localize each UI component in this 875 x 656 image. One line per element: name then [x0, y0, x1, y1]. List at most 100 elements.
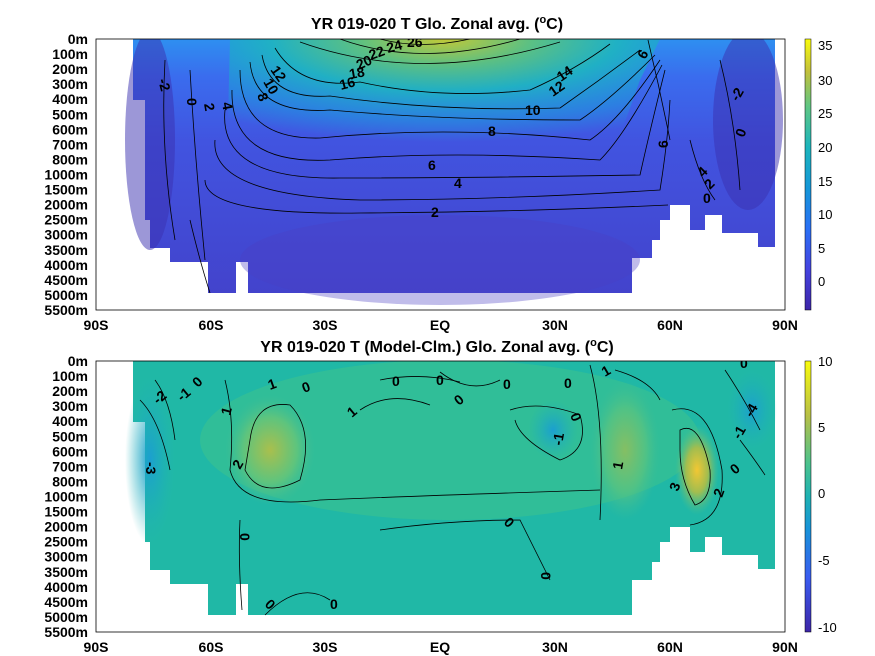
y-tick-label: 600m	[52, 443, 88, 459]
contour-label: 18	[348, 63, 366, 81]
panel-1: YR 019-020 T Glo. Zonal avg. (oC)	[44, 14, 832, 333]
contour-label: 0	[740, 355, 748, 371]
x-tick-label: EQ	[430, 639, 450, 655]
panel-2-cold-mid	[528, 400, 578, 460]
x-tick-label: 60S	[199, 639, 224, 655]
y-tick-label: 2500m	[44, 212, 88, 228]
contour-label: 0	[564, 375, 572, 391]
panel-2-warm-band	[200, 361, 700, 520]
contour-label: 20	[354, 52, 375, 73]
panel-1-arctic-cold	[713, 39, 783, 210]
contour-label: 0	[237, 533, 253, 541]
colorbar-tick: 30	[818, 73, 832, 88]
y-tick-label: 200m	[52, 61, 88, 77]
y-tick-label: 1000m	[44, 489, 88, 505]
contour-label: 26	[407, 34, 423, 50]
y-tick-label: 3000m	[44, 227, 88, 243]
panel-2-y-ticks: 0m100m200m300m400m500m600m700m800m1000m1…	[44, 353, 88, 640]
contour-label: -1	[549, 431, 567, 446]
colorbar-tick: 20	[818, 140, 832, 155]
contour-label: 0	[503, 376, 511, 392]
y-tick-label: 1500m	[44, 182, 88, 198]
y-tick-label: 4500m	[44, 594, 88, 610]
y-tick-label: 5500m	[44, 302, 88, 318]
colorbar-tick: 5	[818, 420, 825, 435]
panel-1-y-ticks: 0m100m200m300m400m500m600m700m800m1000m1…	[44, 31, 88, 318]
y-tick-label: 200m	[52, 383, 88, 399]
panel-1-antarctic-cold	[125, 39, 175, 250]
colorbar-tick: -5	[818, 553, 830, 568]
y-tick-label: 100m	[52, 368, 88, 384]
y-tick-label: 800m	[52, 151, 88, 167]
contour-label: 2	[431, 204, 439, 220]
contour-label: 8	[488, 123, 496, 139]
y-tick-label: 2000m	[44, 197, 88, 213]
contour-label: 10	[525, 102, 541, 118]
x-tick-label: 90S	[84, 639, 109, 655]
panel-1-field: -2 0 2 4 12 10 8 16 18 20 22 24 26 14 12…	[125, 34, 783, 305]
panel-2-contours	[139, 364, 766, 616]
colorbar-tick: 10	[818, 207, 832, 222]
x-tick-label: 30N	[542, 639, 568, 655]
x-tick-label: 30N	[542, 317, 568, 333]
contour-label: 10	[260, 76, 282, 98]
colorbar-tick: 5	[818, 241, 825, 256]
y-tick-label: 5000m	[44, 609, 88, 625]
colorbar-tick: 10	[818, 354, 832, 369]
contour-label: 0	[538, 572, 554, 580]
colorbar-tick: 0	[818, 274, 825, 289]
panel-2-title: YR 019-020 T (Model-Clm.) Glo. Zonal avg…	[260, 337, 613, 356]
y-tick-label: 4000m	[44, 257, 88, 273]
x-tick-label: 30S	[313, 639, 338, 655]
y-tick-label: 1000m	[44, 167, 88, 183]
contour-label: 16	[338, 73, 357, 93]
y-tick-label: 600m	[52, 121, 88, 137]
x-tick-label: EQ	[430, 317, 450, 333]
y-tick-label: 500m	[52, 428, 88, 444]
contour-label: 2	[201, 102, 218, 113]
contour-label: 4	[219, 101, 236, 112]
contour-label: 4	[454, 175, 462, 191]
x-tick-label: 90S	[84, 317, 109, 333]
x-tick-label: 90N	[772, 639, 798, 655]
contour-label: 0	[436, 372, 444, 388]
y-tick-label: 400m	[52, 91, 88, 107]
y-tick-label: 700m	[52, 136, 88, 152]
contour-label: 6	[655, 140, 671, 148]
y-tick-label: 3500m	[44, 564, 88, 580]
panel-1-warm-region	[228, 39, 660, 168]
contour-label: 0	[184, 98, 200, 106]
y-tick-label: 400m	[52, 413, 88, 429]
contour-label: 0	[330, 596, 338, 612]
y-tick-label: 5500m	[44, 624, 88, 640]
y-tick-label: 4000m	[44, 579, 88, 595]
colorbar-tick: 35	[818, 38, 832, 53]
x-tick-label: 60N	[657, 639, 683, 655]
colorbar-tick: 0	[818, 486, 825, 501]
panel-2-cold-south	[125, 375, 175, 545]
contour-label: 1	[217, 405, 235, 417]
panel-2-field: 0 -2 -1 -3 1 0 1 2 0 0 0 0 1 0 0 0 1 0 -…	[125, 355, 777, 616]
y-tick-label: 500m	[52, 106, 88, 122]
contour-label: 24	[385, 36, 404, 56]
y-tick-label: 300m	[52, 76, 88, 92]
panel-2-warm-south	[225, 395, 315, 505]
panel-1-title: YR 019-020 T Glo. Zonal avg. (oC)	[311, 14, 563, 33]
y-tick-label: 700m	[52, 458, 88, 474]
y-tick-label: 2000m	[44, 519, 88, 535]
x-tick-label: 60N	[657, 317, 683, 333]
panel-2-x-ticks: 90S 60S 30S EQ 30N 60N 90N	[84, 639, 798, 655]
panel-1-deep-cold	[240, 215, 640, 305]
panel-1-axes-box	[95, 38, 786, 311]
panel-1-x-ticks: 90S 60S 30S EQ 30N 60N 90N	[84, 317, 798, 333]
panel-2-colorbar	[804, 360, 812, 633]
x-tick-label: 60S	[199, 317, 224, 333]
y-tick-label: 5000m	[44, 287, 88, 303]
y-tick-label: 0m	[68, 31, 88, 47]
colorbar-tick: -10	[818, 620, 837, 635]
contour-label: 22	[367, 42, 387, 62]
colorbar-tick: 25	[818, 106, 832, 121]
x-tick-label: 90N	[772, 317, 798, 333]
panel-1-colorbar-ticks: 35 30 25 20 15 10 5 0	[818, 38, 832, 289]
